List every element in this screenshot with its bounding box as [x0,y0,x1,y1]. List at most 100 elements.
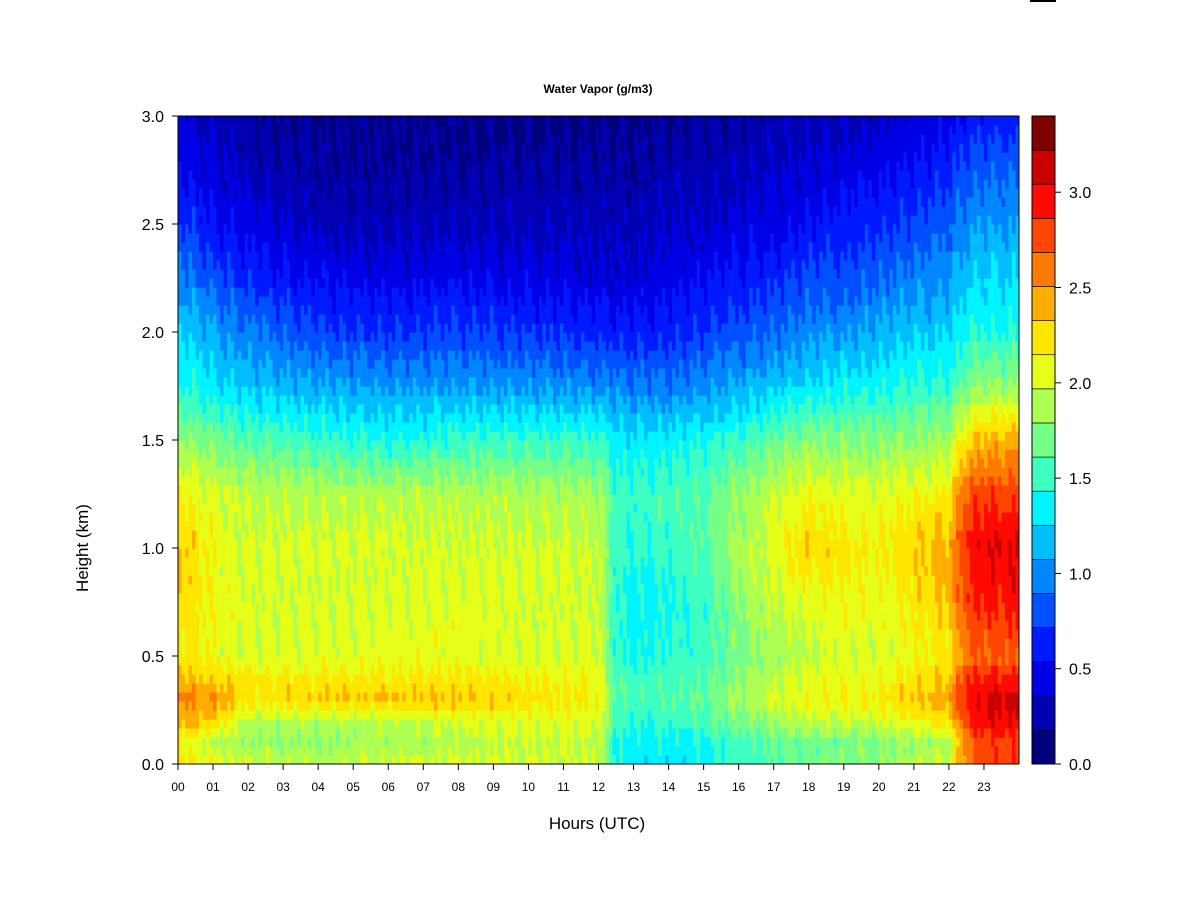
heatmap-cell [402,755,406,765]
heatmap-cell [332,305,336,315]
heatmap-cell [224,116,228,126]
heatmap-cell [245,656,249,666]
heatmap-cell [252,206,256,216]
heatmap-cell [395,647,399,657]
heatmap-cell [385,611,389,621]
heatmap-cell [294,215,298,225]
heatmap-cell [276,350,280,360]
heatmap-cell [210,530,214,540]
heatmap-cell [224,611,228,621]
heatmap-cell [273,629,277,639]
heatmap-cell [255,530,259,540]
heatmap-cell [374,350,378,360]
heatmap-cell [210,269,214,279]
heatmap-cell [402,620,406,630]
heatmap-cell [402,287,406,297]
heatmap-cell [332,323,336,333]
heatmap-cell [273,224,277,234]
heatmap-cell [311,638,315,648]
heatmap-cell [392,233,396,243]
heatmap-cell [227,377,231,387]
heatmap-cell [357,737,361,747]
heatmap-cell [227,485,231,495]
heatmap-cell [357,395,361,405]
heatmap-cell [304,224,308,234]
heatmap-cell [385,692,389,702]
heatmap-cell [413,629,417,639]
heatmap-cell [371,125,375,135]
heatmap-cell [213,719,217,729]
heatmap-cell [196,341,200,351]
heatmap-cell [325,575,329,585]
heatmap-cell [353,161,357,171]
heatmap-cell [325,233,329,243]
heatmap-cell [416,215,420,225]
heatmap-cell [399,602,403,612]
heatmap-cell [192,359,196,369]
heatmap-cell [294,512,298,522]
heatmap-cell [304,629,308,639]
heatmap-cell [245,422,249,432]
heatmap-cell [364,620,368,630]
heatmap-cell [402,638,406,648]
heatmap-cell [413,656,417,666]
heatmap-cell [196,665,200,675]
heatmap-cell [231,134,235,144]
heatmap-cell [395,701,399,711]
heatmap-cell [364,224,368,234]
heatmap-cell [395,377,399,387]
heatmap-cell [199,197,203,207]
heatmap-cell [290,755,294,765]
heatmap-cell [185,206,189,216]
heatmap-cell [336,584,340,594]
heatmap-cell [385,458,389,468]
heatmap-cell [329,629,333,639]
heatmap-cell [406,746,410,756]
heatmap-cell [329,656,333,666]
heatmap-cell [266,611,270,621]
heatmap-cell [357,278,361,288]
heatmap-cell [283,728,287,738]
heatmap-cell [374,548,378,558]
heatmap-cell [402,710,406,720]
heatmap-cell [315,674,319,684]
heatmap-cell [203,305,207,315]
heatmap-cell [231,125,235,135]
heatmap-cell [371,215,375,225]
heatmap-cell [262,548,266,558]
heatmap-cell [276,737,280,747]
heatmap-cell [245,278,249,288]
heatmap-cell [273,674,277,684]
heatmap-cell [199,458,203,468]
heatmap-cell [231,566,235,576]
heatmap-cell [217,476,221,486]
heatmap-cell [252,647,256,657]
heatmap-cell [409,287,413,297]
heatmap-cell [189,638,193,648]
heatmap-cell [231,341,235,351]
heatmap-cell [287,575,291,585]
heatmap-cell [332,530,336,540]
heatmap-cell [283,755,287,765]
heatmap-cell [185,440,189,450]
heatmap-cell [266,215,270,225]
heatmap-cell [399,719,403,729]
heatmap-cell [290,278,294,288]
heatmap-cell [241,422,245,432]
heatmap-cell [357,503,361,513]
heatmap-cell [329,539,333,549]
heatmap-cell [350,485,354,495]
heatmap-cell [315,665,319,675]
heatmap-cell [280,485,284,495]
heatmap-cell [259,404,263,414]
heatmap-cell [381,746,385,756]
heatmap-cell [360,251,364,261]
heatmap-cell [367,746,371,756]
heatmap-cell [308,224,312,234]
heatmap-cell [315,125,319,135]
heatmap-cell [262,755,266,765]
heatmap-cell [409,260,413,270]
heatmap-cell [259,557,263,567]
heatmap-cell [283,539,287,549]
heatmap-cell [346,539,350,549]
